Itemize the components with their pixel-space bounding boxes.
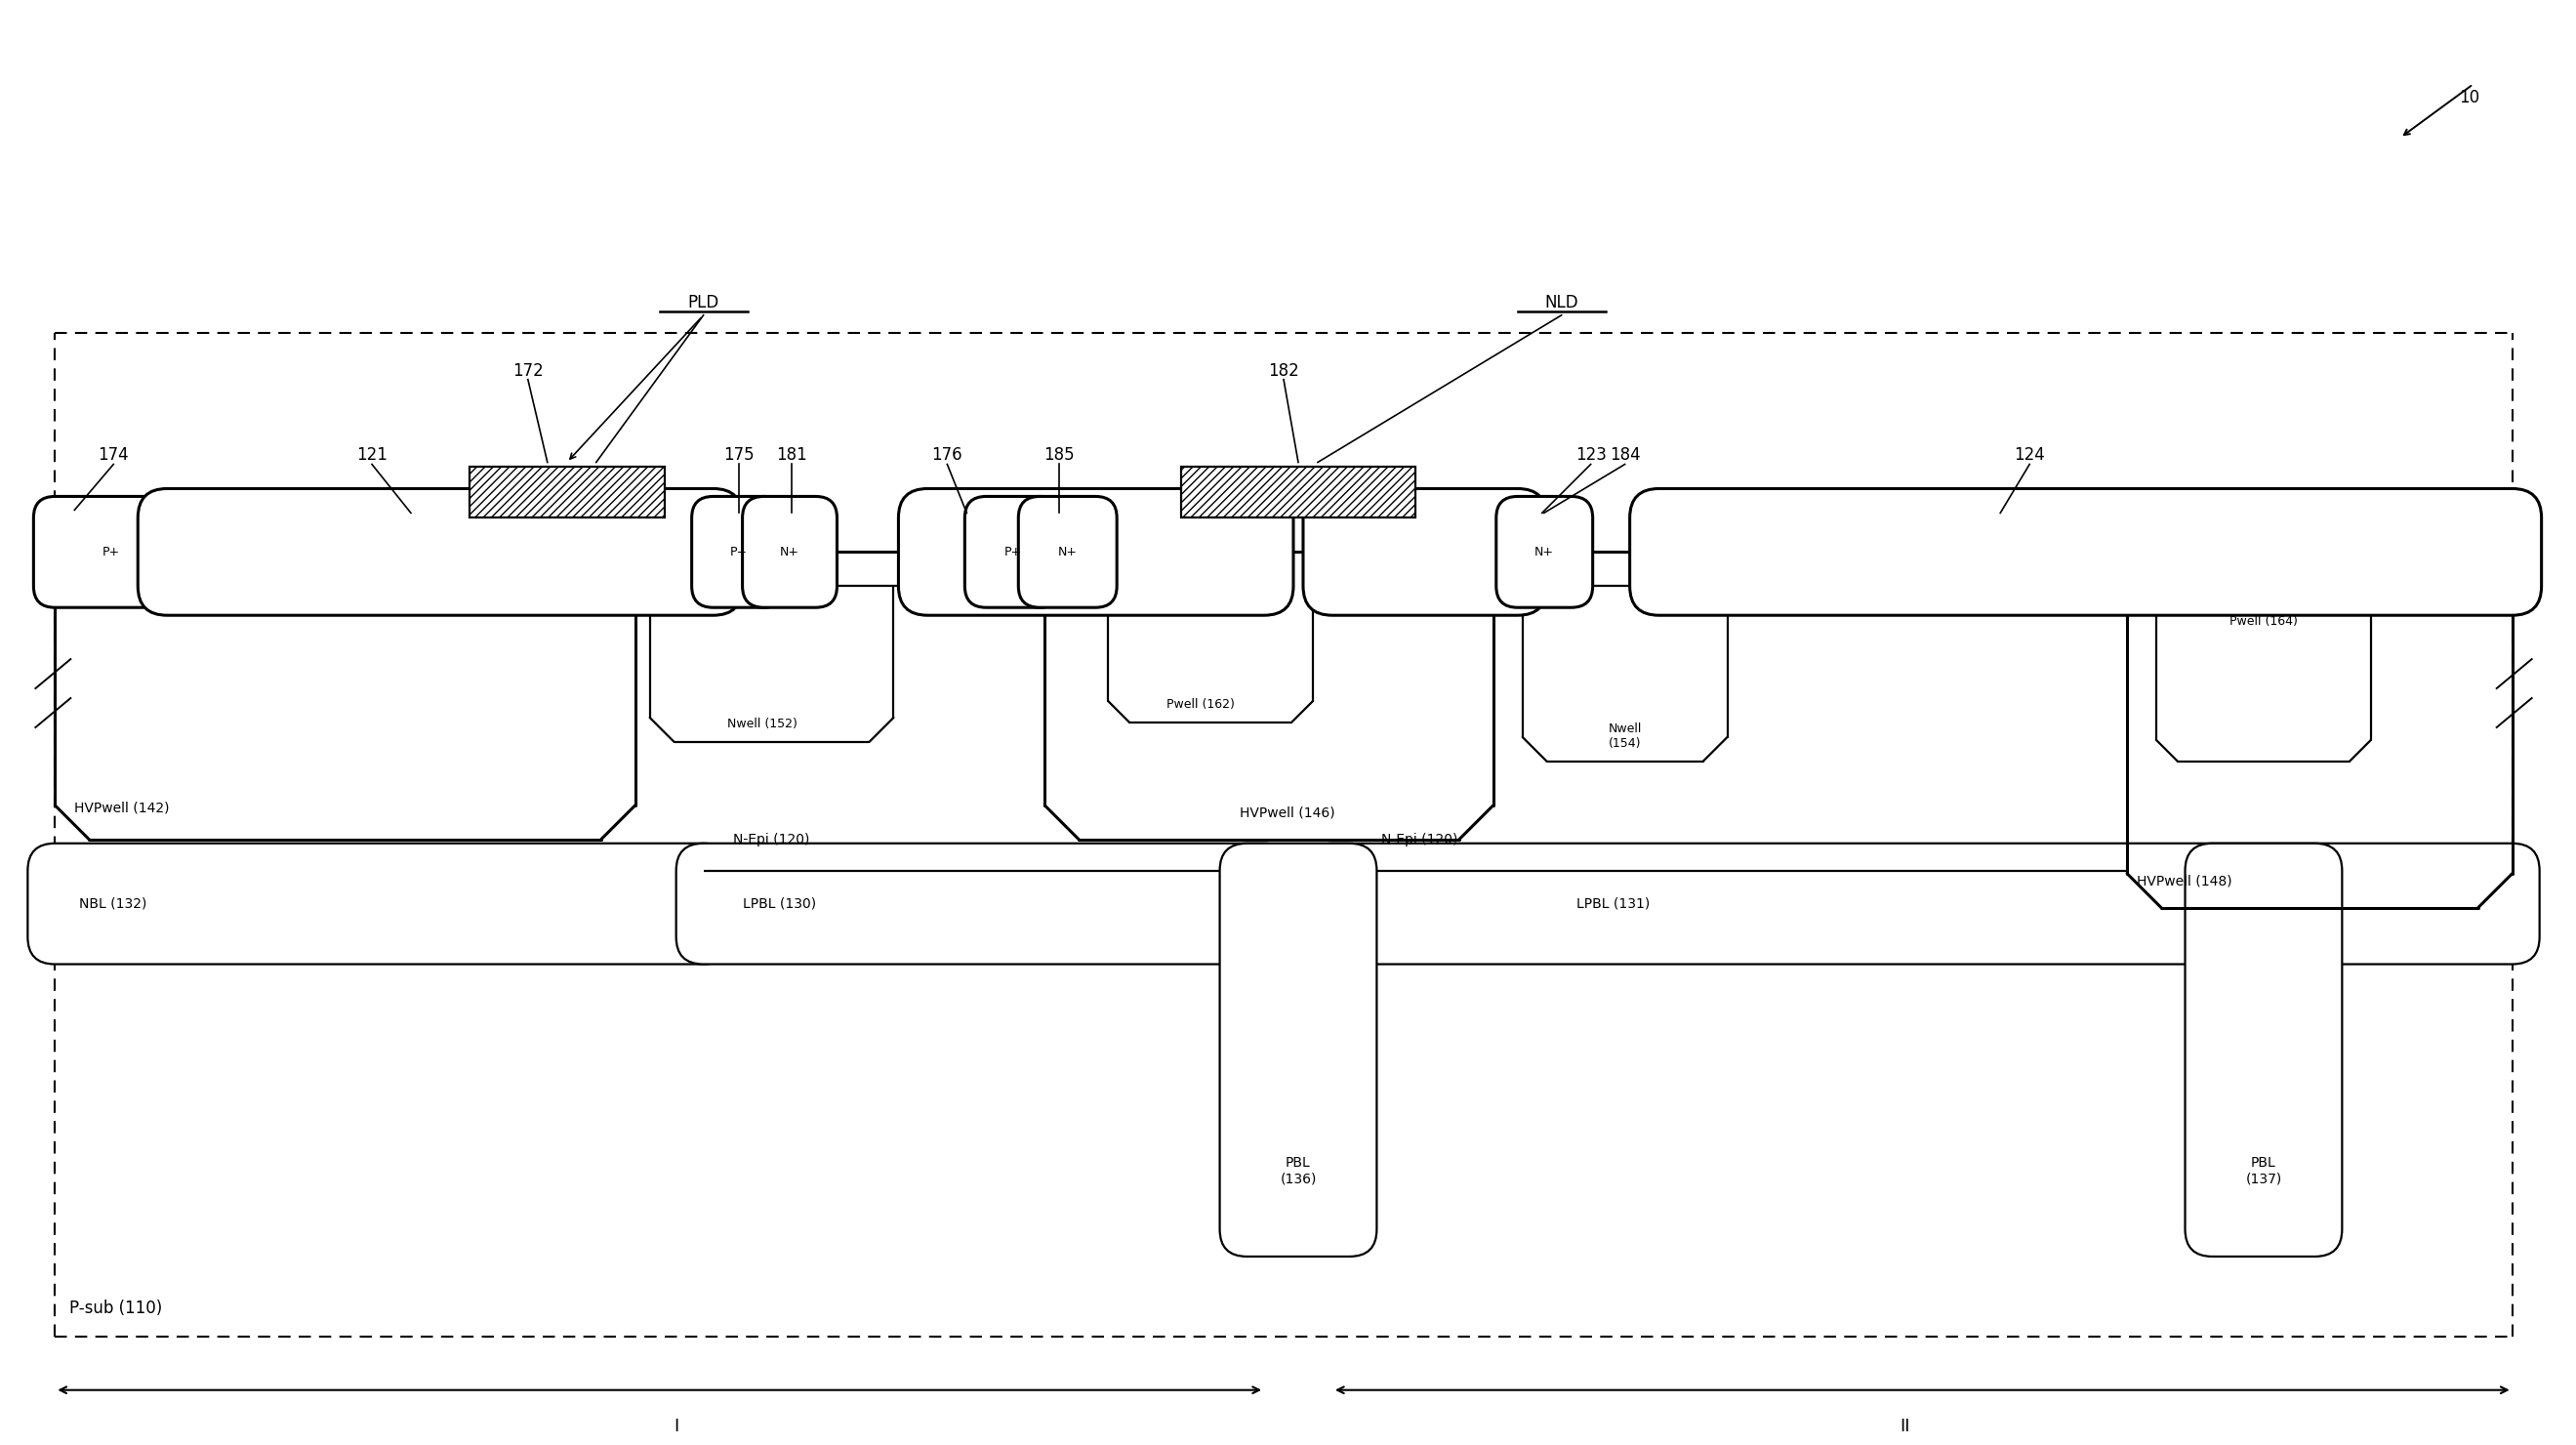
Text: P-sub (110): P-sub (110) bbox=[70, 1299, 162, 1316]
Text: I: I bbox=[675, 1418, 680, 1435]
Text: 175: 175 bbox=[724, 447, 755, 464]
Text: Nwell
(154): Nwell (154) bbox=[1607, 722, 1641, 750]
Text: PBL
(137): PBL (137) bbox=[2246, 1156, 2282, 1185]
Text: PLD: PLD bbox=[688, 293, 719, 311]
Text: 174: 174 bbox=[98, 447, 129, 464]
Text: NLD: NLD bbox=[1546, 293, 1579, 311]
Text: PBL
(136): PBL (136) bbox=[1280, 1156, 1316, 1185]
Text: 10: 10 bbox=[2458, 90, 2478, 107]
Text: P+: P+ bbox=[1005, 546, 1023, 558]
FancyBboxPatch shape bbox=[742, 497, 837, 607]
FancyBboxPatch shape bbox=[33, 497, 188, 607]
FancyBboxPatch shape bbox=[28, 844, 732, 964]
FancyBboxPatch shape bbox=[139, 488, 742, 616]
Text: Nwell (152): Nwell (152) bbox=[726, 718, 796, 730]
Bar bbox=[469, 467, 665, 517]
Text: 124: 124 bbox=[2014, 447, 2045, 464]
FancyBboxPatch shape bbox=[1221, 844, 1376, 1257]
FancyBboxPatch shape bbox=[966, 497, 1061, 607]
FancyBboxPatch shape bbox=[693, 497, 786, 607]
Text: Pwell (164): Pwell (164) bbox=[2228, 616, 2298, 629]
Text: LPBL (130): LPBL (130) bbox=[742, 897, 817, 910]
FancyBboxPatch shape bbox=[675, 844, 1291, 964]
Text: 184: 184 bbox=[1610, 447, 1641, 464]
Text: N+: N+ bbox=[1535, 546, 1553, 558]
Text: N+: N+ bbox=[1059, 546, 1077, 558]
FancyBboxPatch shape bbox=[1303, 488, 1548, 616]
FancyBboxPatch shape bbox=[1631, 488, 2543, 616]
FancyBboxPatch shape bbox=[1018, 497, 1118, 607]
Text: P+: P+ bbox=[103, 546, 121, 558]
Text: 121: 121 bbox=[355, 447, 386, 464]
Text: N-Epi (120): N-Epi (120) bbox=[1381, 832, 1458, 847]
Text: 182: 182 bbox=[1267, 361, 1298, 380]
Text: P+: P+ bbox=[729, 546, 747, 558]
Text: Pwell (162): Pwell (162) bbox=[1167, 698, 1234, 711]
Text: HVPwell (142): HVPwell (142) bbox=[75, 802, 170, 815]
FancyBboxPatch shape bbox=[899, 488, 1293, 616]
FancyBboxPatch shape bbox=[1497, 497, 1592, 607]
Text: NBL (132): NBL (132) bbox=[80, 897, 147, 910]
Text: 123: 123 bbox=[1574, 447, 1607, 464]
Text: 172: 172 bbox=[513, 361, 544, 380]
Text: N-Epi (120): N-Epi (120) bbox=[732, 832, 809, 847]
Text: 185: 185 bbox=[1043, 447, 1074, 464]
Text: 181: 181 bbox=[775, 447, 806, 464]
Text: 176: 176 bbox=[933, 447, 963, 464]
Bar bbox=[1182, 467, 1414, 517]
FancyBboxPatch shape bbox=[1306, 844, 2540, 964]
Text: HVPwell (148): HVPwell (148) bbox=[2138, 874, 2233, 889]
Text: LPBL (131): LPBL (131) bbox=[1577, 897, 1649, 910]
FancyBboxPatch shape bbox=[2184, 844, 2342, 1257]
Text: II: II bbox=[1901, 1418, 1911, 1435]
Text: N+: N+ bbox=[781, 546, 799, 558]
Text: HVPwell (146): HVPwell (146) bbox=[1239, 806, 1334, 819]
